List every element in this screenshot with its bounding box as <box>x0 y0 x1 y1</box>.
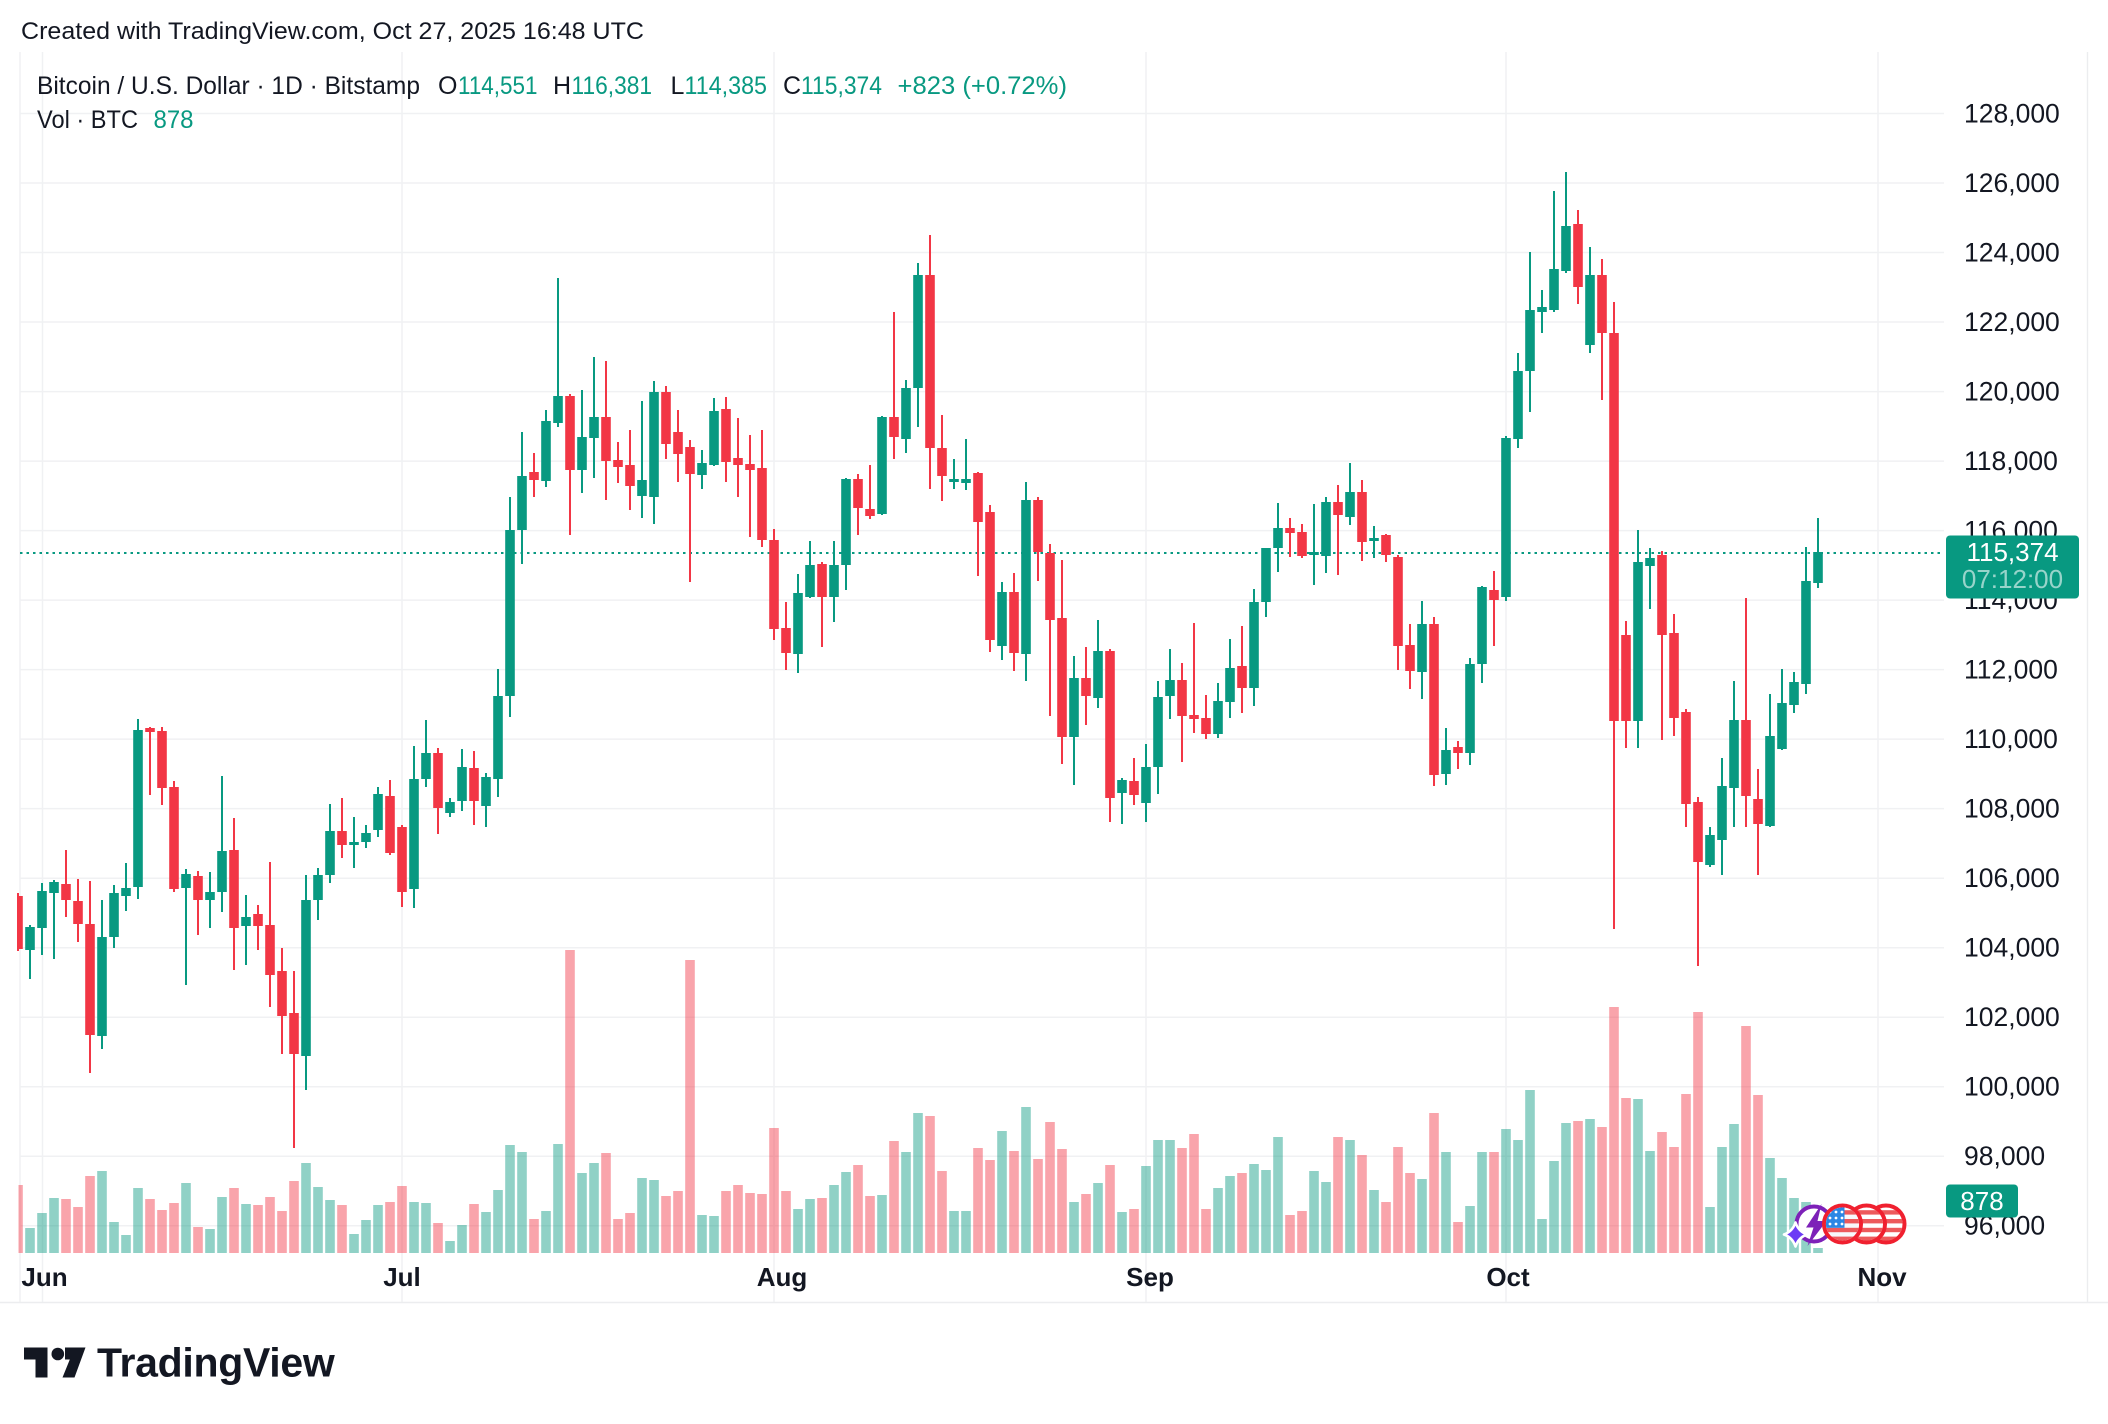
svg-text:Sep: Sep <box>1126 1262 1174 1292</box>
svg-text:98,000: 98,000 <box>1964 1141 2045 1171</box>
svg-text:Created with TradingView.com,: Created with TradingView.com, Oct 27, 20… <box>21 18 644 45</box>
svg-text:106,000: 106,000 <box>1964 863 2060 893</box>
svg-text:104,000: 104,000 <box>1964 933 2060 963</box>
svg-text:102,000: 102,000 <box>1964 1002 2060 1032</box>
svg-text:118,000: 118,000 <box>1964 446 2058 476</box>
svg-text:H: H <box>553 72 571 100</box>
svg-text:114,551: 114,551 <box>458 72 538 100</box>
svg-text:O: O <box>438 72 457 100</box>
svg-text:Oct: Oct <box>1486 1262 1530 1292</box>
svg-text:115,374: 115,374 <box>1966 537 2058 567</box>
svg-text:Aug: Aug <box>757 1262 808 1292</box>
svg-text:100,000: 100,000 <box>1964 1072 2060 1102</box>
svg-text:112,000: 112,000 <box>1964 655 2058 685</box>
svg-text:Bitcoin / U.S. Dollar · 1D · B: Bitcoin / U.S. Dollar · 1D · Bitstamp <box>37 72 420 100</box>
svg-text:108,000: 108,000 <box>1964 794 2060 824</box>
svg-text:L: L <box>671 72 685 100</box>
svg-text:Nov: Nov <box>1857 1262 1907 1292</box>
svg-text:128,000: 128,000 <box>1964 99 2060 129</box>
svg-text:Vol · BTC: Vol · BTC <box>37 106 138 134</box>
svg-text:TradingView: TradingView <box>97 1340 335 1386</box>
svg-text:124,000: 124,000 <box>1964 238 2060 268</box>
svg-text:07:12:00: 07:12:00 <box>1962 564 2063 594</box>
svg-text:878: 878 <box>154 106 194 134</box>
svg-text:114,385: 114,385 <box>685 72 768 100</box>
svg-text:C: C <box>783 72 801 100</box>
svg-text:+823 (+0.72%): +823 (+0.72%) <box>898 72 1068 100</box>
svg-text:120,000: 120,000 <box>1964 377 2060 407</box>
svg-text:Jun: Jun <box>21 1262 67 1292</box>
svg-text:122,000: 122,000 <box>1964 307 2060 337</box>
svg-text:878: 878 <box>1960 1186 2003 1216</box>
svg-text:110,000: 110,000 <box>1964 724 2058 754</box>
svg-text:116,381: 116,381 <box>572 72 653 100</box>
svg-text:115,374: 115,374 <box>801 72 882 100</box>
svg-text:126,000: 126,000 <box>1964 168 2060 198</box>
svg-text:Jul: Jul <box>383 1262 421 1292</box>
